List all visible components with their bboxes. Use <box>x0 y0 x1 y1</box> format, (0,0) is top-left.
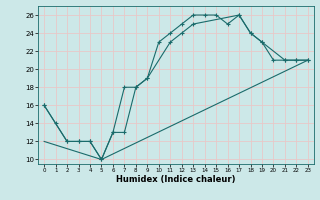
X-axis label: Humidex (Indice chaleur): Humidex (Indice chaleur) <box>116 175 236 184</box>
